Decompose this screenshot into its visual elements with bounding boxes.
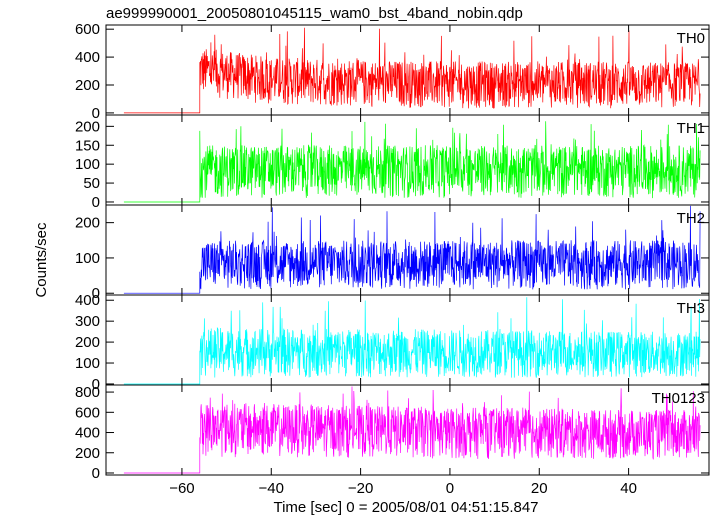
y-tick-label: 100: [75, 250, 100, 267]
y-tick-label: 400: [75, 292, 100, 309]
panel-th0123: 0 200 400 600 800 TH0123: [75, 384, 710, 482]
y-tick-label: 200: [75, 77, 100, 94]
x-tick-label: −20: [348, 480, 373, 497]
y-tick-label: 300: [75, 313, 100, 330]
y-tick-label: 200: [75, 118, 100, 135]
x-tick-label: −60: [169, 480, 194, 497]
y-tick-label: 0: [92, 376, 100, 393]
y-tick-label: 200: [75, 215, 100, 232]
y-tick-label: 50: [83, 175, 100, 192]
y-tick-label: 0: [92, 194, 100, 211]
x-tick-label: −40: [259, 480, 284, 497]
panel-frame: [105, 384, 710, 476]
y-tick-label: 100: [75, 156, 100, 173]
series-line-th3: [123, 297, 701, 385]
panel-frame: [105, 204, 710, 296]
x-axis-label: Time [sec] 0 = 2005/08/01 04:51:15.847: [273, 499, 538, 516]
series-line-th0: [123, 27, 701, 114]
panel-th3: 0 100 200 300 400 TH3: [75, 292, 710, 393]
y-tick-label: 150: [75, 137, 100, 154]
series-label: TH2: [677, 210, 705, 227]
y-tick-label: 0: [92, 465, 100, 482]
y-axis-label: Counts/sec: [33, 222, 50, 298]
y-tick-label: 400: [75, 425, 100, 442]
panel-th2: 0 100 200 TH2: [75, 204, 710, 302]
y-tick-label: 100: [75, 355, 100, 372]
series-label: TH3: [677, 300, 705, 317]
series-line-th2: [123, 205, 701, 294]
y-tick-label: 400: [75, 49, 100, 66]
series-line-th0123: [123, 386, 701, 474]
x-tick-label: 40: [620, 480, 637, 497]
y-tick-label: 600: [75, 404, 100, 421]
x-tick-label: 0: [446, 480, 454, 497]
x-tick-label: 20: [531, 480, 548, 497]
y-tick-label: 200: [75, 445, 100, 462]
y-tick-label: 200: [75, 334, 100, 351]
series-label: TH1: [677, 120, 705, 137]
y-tick-label: 0: [92, 285, 100, 302]
y-tick-label: 800: [75, 384, 100, 401]
y-tick-label: 0: [92, 105, 100, 122]
chart-title: ae999990001_20050801045115_wam0_bst_4ban…: [106, 5, 523, 22]
series-label: TH0123: [652, 390, 705, 407]
panel-th1: 0 50 100 150 200 TH1: [75, 114, 710, 211]
x-axis-ticks: −60 −40 −20 0 20 40: [169, 480, 637, 497]
series-line-th1: [123, 121, 701, 203]
y-tick-label: 600: [75, 21, 100, 38]
panel-th0: 0 200 400 600 TH0: [75, 21, 710, 122]
series-label: TH0: [677, 30, 705, 47]
